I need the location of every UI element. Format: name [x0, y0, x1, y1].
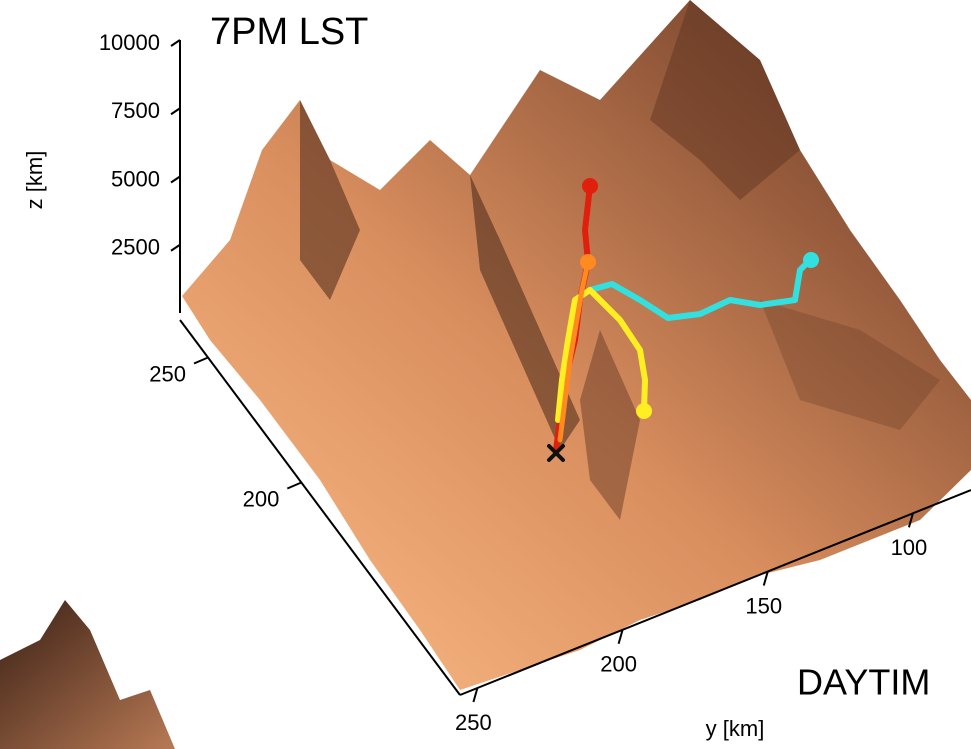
trajectory-start: [636, 403, 652, 419]
y-tick-label: 250: [455, 710, 492, 735]
z-tick-label: 7500: [111, 98, 160, 123]
z-tick-label: 5000: [111, 166, 160, 191]
trajectory-start: [803, 252, 819, 268]
z-tick: [171, 177, 180, 183]
y-axis-label: y [km]: [706, 716, 765, 741]
next-panel-terrain: [0, 600, 175, 749]
x-tick-label: 250: [149, 361, 186, 386]
chart: 7PM LST z [km] y [km] DAYTIM 2500 5000 750…: [0, 0, 971, 749]
y-tick-label: 150: [745, 593, 782, 618]
z-tick: [171, 245, 180, 251]
x-tick: [287, 483, 301, 489]
trajectory-start: [582, 178, 598, 194]
y-tick-label: 100: [891, 535, 928, 560]
y-tick-label: 200: [600, 652, 637, 677]
next-panel-title: DAYTIM: [797, 662, 930, 703]
z-axis-label: z [km]: [22, 151, 47, 210]
page: 7PM LST z [km] y [km] DAYTIM 2500 5000 750…: [0, 0, 971, 749]
z-tick: [171, 108, 180, 114]
z-tick-label: 2500: [111, 235, 160, 260]
x-tick-label: 200: [243, 486, 280, 511]
x-tick: [194, 358, 208, 364]
chart-title: 7PM LST: [210, 11, 368, 53]
trajectory-start: [580, 254, 596, 270]
z-tick-label: 10000: [99, 30, 160, 55]
z-tick: [171, 40, 180, 46]
